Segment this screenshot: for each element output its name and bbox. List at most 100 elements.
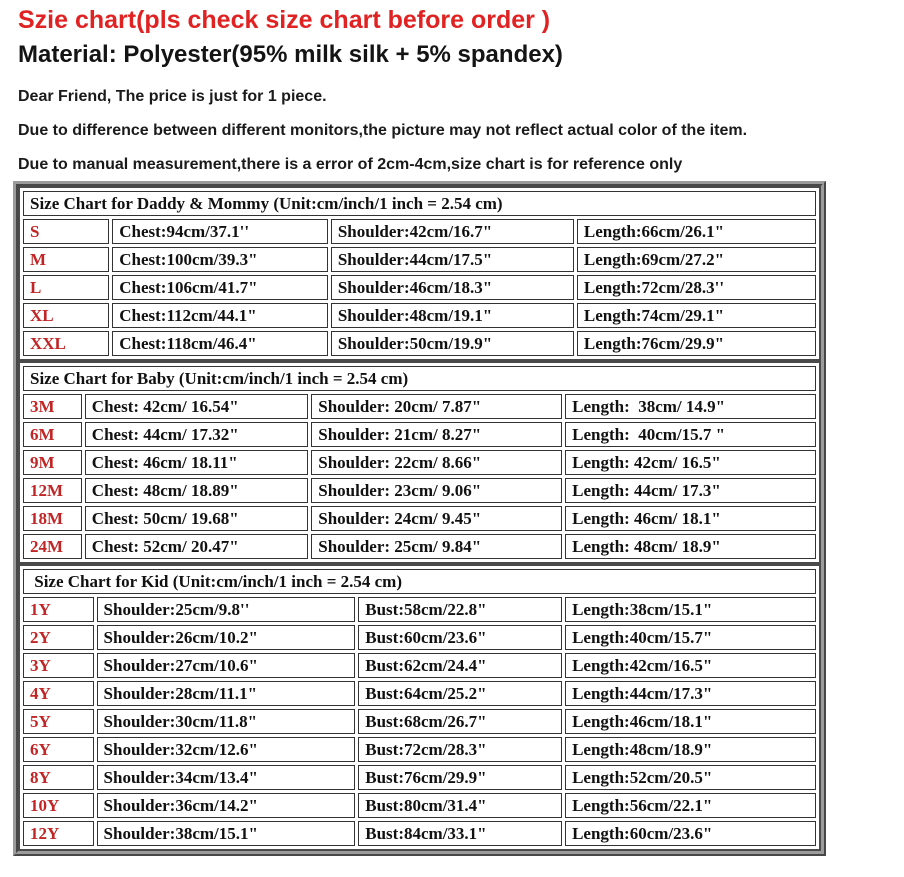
measurement-cell: Shoulder:32cm/12.6" [96,737,356,762]
measurement-cell: Length: 38cm/ 14.9" [565,394,816,419]
measurement-cell: Length:40cm/15.7" [565,625,816,650]
measurement-cell: Length:76cm/29.9" [576,331,816,356]
size-label: 1Y [23,597,94,622]
measurement-cell: Shoulder: 25cm/ 9.84" [311,534,563,559]
measurement-cell: Shoulder: 24cm/ 9.45" [311,506,563,531]
measurement-cell: Shoulder:28cm/11.1" [96,681,356,706]
size-label: 4Y [23,681,94,706]
table-header-row: Size Chart for Baby (Unit:cm/inch/1 inch… [23,366,816,391]
measurement-cell: Length: 42cm/ 16.5" [565,450,816,475]
size-label: 2Y [23,625,94,650]
measurement-cell: Shoulder: 23cm/ 9.06" [311,478,563,503]
size-label: 12M [23,478,82,503]
measurement-cell: Length:74cm/29.1" [576,303,816,328]
measurement-cell: Bust:76cm/29.9" [358,765,563,790]
table-row: 6Y Shoulder:32cm/12.6" Bust:72cm/28.3" Leng… [23,737,816,762]
measurement-cell: Chest: 48cm/ 18.89" [84,478,309,503]
measurement-cell: Length: 44cm/ 17.3" [565,478,816,503]
size-label: 12Y [23,821,94,846]
size-label: XXL [23,331,110,356]
table-row: 10Y Shoulder:36cm/14.2" Bust:80cm/31.4" Len… [23,793,816,818]
measurement-cell: Chest: 42cm/ 16.54" [84,394,309,419]
measurement-cell: Shoulder:27cm/10.6" [96,653,356,678]
table-row: 24M Chest: 52cm/ 20.47" Shoulder: 25cm/ 9.… [23,534,816,559]
measurement-cell: Shoulder:36cm/14.2" [96,793,356,818]
size-label: 3M [23,394,82,419]
measurement-cell: Bust:80cm/31.4" [358,793,563,818]
size-table-kid: Size Chart for Kid (Unit:cm/inch/1 inch … [18,564,821,851]
measurement-cell: Length:72cm/28.3'' [576,275,816,300]
size-label: L [23,275,110,300]
measurement-cell: Bust:84cm/33.1" [358,821,563,846]
measurement-cell: Bust:64cm/25.2" [358,681,563,706]
measurement-cell: Length:66cm/26.1" [576,219,816,244]
measurement-cell: Chest:112cm/44.1" [112,303,328,328]
measurement-cell: Shoulder:50cm/19.9" [330,331,574,356]
size-label: XL [23,303,110,328]
size-table-baby: Size Chart for Baby (Unit:cm/inch/1 inch… [18,361,821,564]
table-row: 4Y Shoulder:28cm/11.1" Bust:64cm/25.2" Leng… [23,681,816,706]
size-label: 8Y [23,765,94,790]
measurement-cell: Chest: 50cm/ 19.68" [84,506,309,531]
measurement-cell: Shoulder:48cm/19.1" [330,303,574,328]
size-label: 24M [23,534,82,559]
measurement-cell: Bust:68cm/26.7" [358,709,563,734]
measurement-cell: Chest:94cm/37.1'' [112,219,328,244]
size-label: 9M [23,450,82,475]
table-row: 1Y Shoulder:25cm/9.8'' Bust:58cm/22.8" Leng… [23,597,816,622]
page-title: Szie chart(pls check size chart before o… [18,6,551,34]
measurement-cell: Length: 46cm/ 18.1" [565,506,816,531]
measurement-cell: Shoulder:26cm/10.2" [96,625,356,650]
measurement-cell: Chest: 44cm/ 17.32" [84,422,309,447]
measurement-cell: Shoulder:30cm/11.8" [96,709,356,734]
measurement-cell: Shoulder: 21cm/ 8.27" [311,422,563,447]
measurement-cell: Chest:106cm/41.7" [112,275,328,300]
table-row: 3Y Shoulder:27cm/10.6" Bust:62cm/24.4" Leng… [23,653,816,678]
table-title: Size Chart for Baby (Unit:cm/inch/1 inch… [23,366,816,391]
measurement-cell: Length:48cm/18.9" [565,737,816,762]
table-row: M Chest:100cm/39.3" Shoulder:44cm/17.5" Len… [23,247,816,272]
measurement-cell: Bust:58cm/22.8" [358,597,563,622]
size-label: M [23,247,110,272]
note-monitor: Due to difference between different moni… [18,122,748,139]
measurement-cell: Length:38cm/15.1" [565,597,816,622]
table-row: 12M Chest: 48cm/ 18.89" Shoulder: 23cm/ 9.… [23,478,816,503]
table-title: Size Chart for Daddy & Mommy (Unit:cm/in… [23,191,816,216]
table-row: 8Y Shoulder:34cm/13.4" Bust:76cm/29.9" Leng… [23,765,816,790]
measurement-cell: Chest:100cm/39.3" [112,247,328,272]
size-label: 6Y [23,737,94,762]
table-header-row: Size Chart for Kid (Unit:cm/inch/1 inch … [23,569,816,594]
measurement-cell: Shoulder:44cm/17.5" [330,247,574,272]
measurement-cell: Shoulder: 20cm/ 7.87" [311,394,563,419]
measurement-cell: Length: 48cm/ 18.9" [565,534,816,559]
size-label: 6M [23,422,82,447]
measurement-cell: Length:52cm/20.5" [565,765,816,790]
size-table-daddy-mommy: Size Chart for Daddy & Mommy (Unit:cm/in… [18,186,821,361]
table-row: 18M Chest: 50cm/ 19.68" Shoulder: 24cm/ 9.… [23,506,816,531]
table-row: 2Y Shoulder:26cm/10.2" Bust:60cm/23.6" Leng… [23,625,816,650]
size-label: 18M [23,506,82,531]
table-row: S Chest:94cm/37.1'' Shoulder:42cm/16.7" Len… [23,219,816,244]
measurement-cell: Shoulder:25cm/9.8'' [96,597,356,622]
measurement-cell: Shoulder:42cm/16.7" [330,219,574,244]
measurement-cell: Length:46cm/18.1" [565,709,816,734]
measurement-cell: Chest: 52cm/ 20.47" [84,534,309,559]
measurement-cell: Shoulder: 22cm/ 8.66" [311,450,563,475]
table-row: L Chest:106cm/41.7" Shoulder:46cm/18.3" Len… [23,275,816,300]
measurement-cell: Bust:62cm/24.4" [358,653,563,678]
measurement-cell: Bust:72cm/28.3" [358,737,563,762]
measurement-cell: Shoulder:38cm/15.1" [96,821,356,846]
size-charts-frame: Size Chart for Daddy & Mommy (Unit:cm/in… [13,181,826,856]
measurement-cell: Length:42cm/16.5" [565,653,816,678]
measurement-cell: Chest:118cm/46.4" [112,331,328,356]
table-row: 3M Chest: 42cm/ 16.54" Shoulder: 20cm/ 7.8… [23,394,816,419]
table-row: 6M Chest: 44cm/ 17.32" Shoulder: 21cm/ 8.2… [23,422,816,447]
table-header-row: Size Chart for Daddy & Mommy (Unit:cm/in… [23,191,816,216]
measurement-cell: Shoulder:34cm/13.4" [96,765,356,790]
note-measurement: Due to manual measurement,there is a err… [18,156,683,173]
table-title: Size Chart for Kid (Unit:cm/inch/1 inch … [23,569,816,594]
size-label: 10Y [23,793,94,818]
table-row: XL Chest:112cm/44.1" Shoulder:48cm/19.1" Le… [23,303,816,328]
note-price: Dear Friend, The price is just for 1 pie… [18,88,327,105]
measurement-cell: Bust:60cm/23.6" [358,625,563,650]
